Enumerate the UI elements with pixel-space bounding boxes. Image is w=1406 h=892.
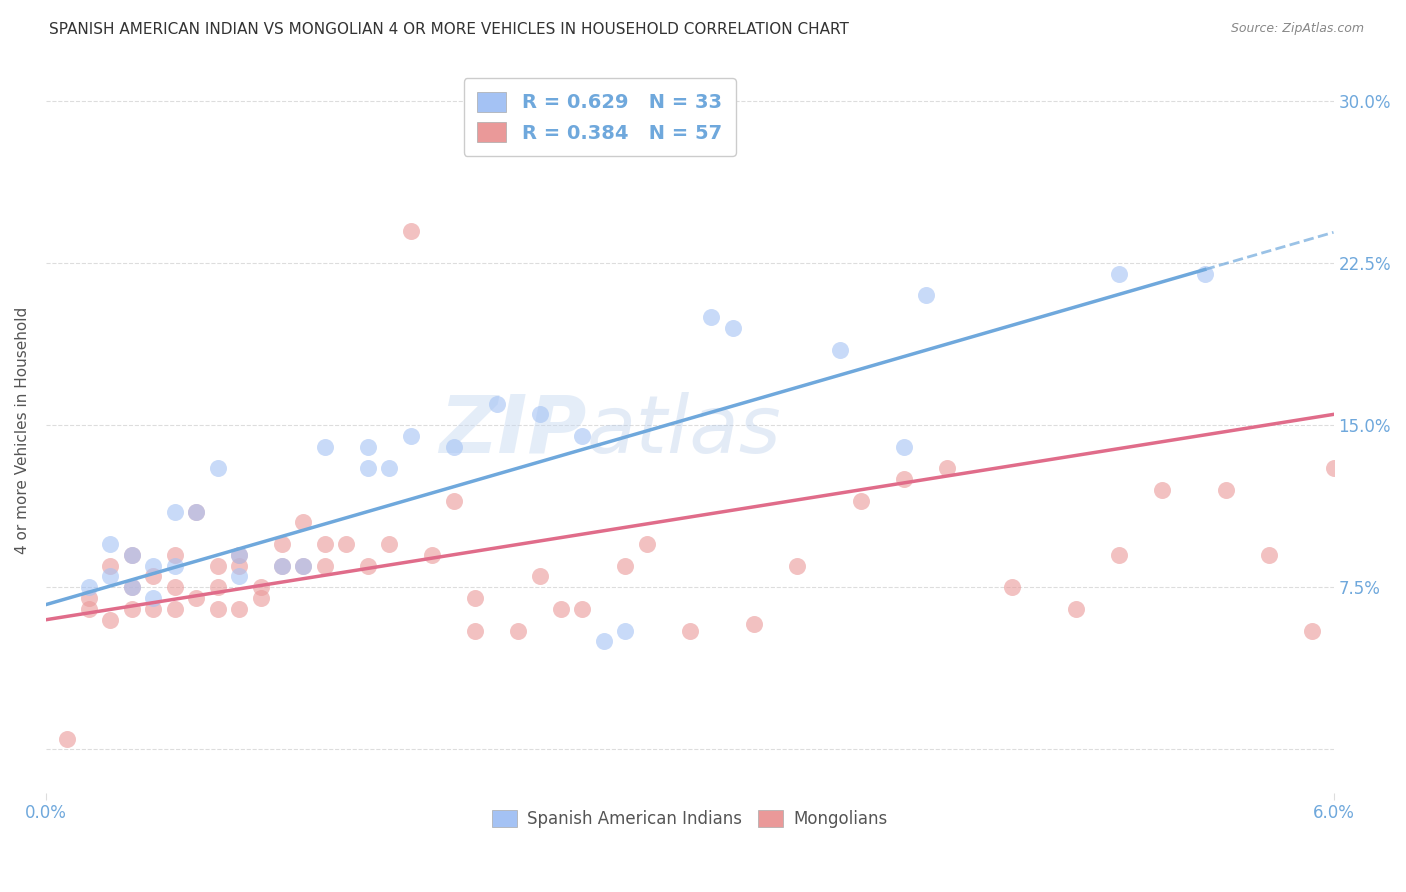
Point bbox=[1301, 624, 1323, 638]
Text: ZIP: ZIP bbox=[439, 392, 586, 469]
Point bbox=[443, 440, 465, 454]
Point bbox=[828, 343, 851, 357]
Point bbox=[571, 602, 593, 616]
Point bbox=[378, 461, 401, 475]
Point bbox=[936, 461, 959, 475]
Point bbox=[77, 602, 100, 616]
Point bbox=[142, 569, 165, 583]
Point bbox=[443, 493, 465, 508]
Point bbox=[614, 624, 637, 638]
Point bbox=[163, 505, 186, 519]
Text: SPANISH AMERICAN INDIAN VS MONGOLIAN 4 OR MORE VEHICLES IN HOUSEHOLD CORRELATION: SPANISH AMERICAN INDIAN VS MONGOLIAN 4 O… bbox=[49, 22, 849, 37]
Point bbox=[420, 548, 443, 562]
Point bbox=[464, 591, 486, 606]
Point bbox=[851, 493, 873, 508]
Point bbox=[228, 558, 250, 573]
Point bbox=[314, 558, 336, 573]
Point bbox=[1194, 267, 1216, 281]
Point bbox=[571, 429, 593, 443]
Point bbox=[207, 602, 229, 616]
Point bbox=[357, 461, 380, 475]
Point bbox=[506, 624, 529, 638]
Point bbox=[249, 591, 271, 606]
Point bbox=[593, 634, 616, 648]
Point bbox=[636, 537, 658, 551]
Point bbox=[98, 537, 121, 551]
Point bbox=[163, 602, 186, 616]
Point bbox=[98, 613, 121, 627]
Point bbox=[98, 569, 121, 583]
Point bbox=[163, 580, 186, 594]
Point bbox=[1064, 602, 1087, 616]
Point bbox=[142, 591, 165, 606]
Point bbox=[121, 602, 143, 616]
Text: atlas: atlas bbox=[586, 392, 782, 469]
Point bbox=[142, 558, 165, 573]
Point bbox=[186, 505, 208, 519]
Point bbox=[679, 624, 702, 638]
Point bbox=[163, 548, 186, 562]
Point bbox=[378, 537, 401, 551]
Point bbox=[207, 461, 229, 475]
Point bbox=[1215, 483, 1237, 497]
Point bbox=[142, 602, 165, 616]
Point bbox=[186, 591, 208, 606]
Point bbox=[1322, 461, 1344, 475]
Point bbox=[529, 569, 551, 583]
Point bbox=[121, 580, 143, 594]
Y-axis label: 4 or more Vehicles in Household: 4 or more Vehicles in Household bbox=[15, 307, 30, 554]
Legend: Spanish American Indians, Mongolians: Spanish American Indians, Mongolians bbox=[485, 804, 894, 835]
Point bbox=[1258, 548, 1281, 562]
Point bbox=[529, 408, 551, 422]
Point bbox=[207, 580, 229, 594]
Text: Source: ZipAtlas.com: Source: ZipAtlas.com bbox=[1230, 22, 1364, 36]
Point bbox=[228, 548, 250, 562]
Point bbox=[914, 288, 936, 302]
Point bbox=[98, 558, 121, 573]
Point bbox=[292, 516, 315, 530]
Point bbox=[700, 310, 723, 324]
Point bbox=[314, 440, 336, 454]
Point bbox=[228, 602, 250, 616]
Point bbox=[292, 558, 315, 573]
Point bbox=[292, 558, 315, 573]
Point bbox=[464, 624, 486, 638]
Point bbox=[121, 548, 143, 562]
Point bbox=[893, 440, 915, 454]
Point bbox=[271, 558, 294, 573]
Point bbox=[271, 558, 294, 573]
Point bbox=[163, 558, 186, 573]
Point bbox=[399, 429, 422, 443]
Point bbox=[485, 396, 508, 410]
Point bbox=[121, 548, 143, 562]
Point bbox=[357, 558, 380, 573]
Point bbox=[207, 558, 229, 573]
Point bbox=[121, 580, 143, 594]
Point bbox=[56, 731, 79, 746]
Point bbox=[1150, 483, 1173, 497]
Point bbox=[893, 472, 915, 486]
Point bbox=[186, 505, 208, 519]
Point bbox=[77, 591, 100, 606]
Point bbox=[614, 558, 637, 573]
Point bbox=[357, 440, 380, 454]
Point bbox=[249, 580, 271, 594]
Point bbox=[1108, 267, 1130, 281]
Point bbox=[721, 321, 744, 335]
Point bbox=[786, 558, 808, 573]
Point bbox=[550, 602, 572, 616]
Point bbox=[77, 580, 100, 594]
Point bbox=[399, 224, 422, 238]
Point bbox=[228, 548, 250, 562]
Point bbox=[335, 537, 357, 551]
Point bbox=[1001, 580, 1024, 594]
Point bbox=[742, 617, 765, 632]
Point bbox=[1108, 548, 1130, 562]
Point bbox=[228, 569, 250, 583]
Point bbox=[271, 537, 294, 551]
Point bbox=[314, 537, 336, 551]
